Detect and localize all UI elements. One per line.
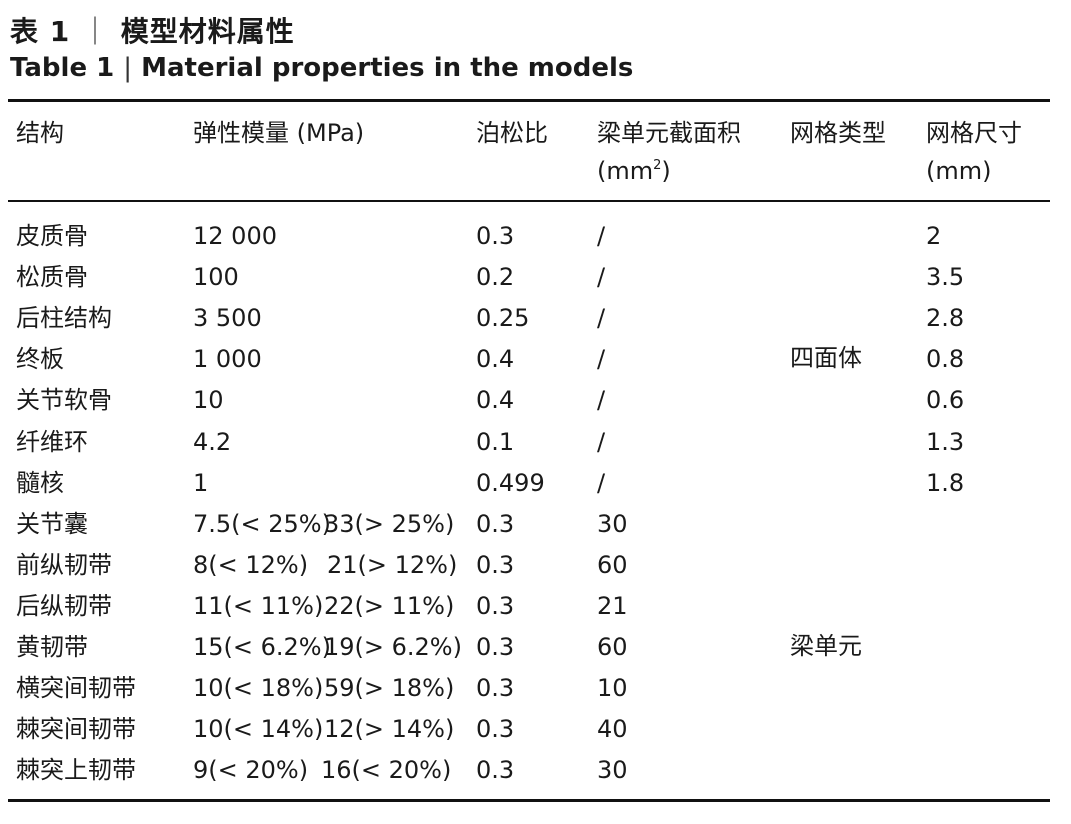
cell-modulus-high: 33(> 25%)	[324, 510, 455, 538]
cell-mesh-size: 3.5	[926, 263, 965, 291]
cell-poisson: 0.3	[476, 551, 515, 579]
cell-modulus: 12 000	[193, 222, 277, 250]
title-separator: |	[123, 53, 133, 83]
cell-mesh-size: 0.6	[926, 386, 965, 414]
header-structure: 结构	[16, 119, 64, 147]
table-top-rule	[8, 99, 1050, 102]
cell-poisson: 0.4	[476, 386, 515, 414]
cell-poisson: 0.25	[476, 304, 530, 332]
header-modulus: 弹性模量 (MPa)	[193, 119, 365, 147]
cell-mesh-size: 0.8	[926, 345, 965, 373]
cell-modulus-high: 12(> 14%)	[324, 715, 455, 743]
cell-structure: 松质骨	[16, 263, 88, 291]
cell-beam-area: 60	[597, 633, 628, 661]
cell-poisson: 0.3	[476, 756, 515, 784]
mesh-type-beam: 梁单元	[790, 632, 862, 660]
cell-modulus: 1	[193, 469, 209, 497]
cell-poisson: 0.2	[476, 263, 515, 291]
cell-modulus: 8(< 12%)	[193, 551, 309, 579]
header-mesh-size-label: 网格尺寸	[926, 119, 1022, 147]
cell-modulus-high: 22(> 11%)	[324, 592, 455, 620]
header-poisson: 泊松比	[476, 119, 548, 147]
cell-mesh-size: 1.3	[926, 428, 965, 456]
cell-structure: 横突间韧带	[16, 674, 136, 702]
cell-beam-area: /	[597, 428, 606, 456]
header-mesh-size-unit: (mm)	[926, 157, 992, 185]
cell-modulus-high: 21(> 12%)	[327, 551, 458, 579]
cell-beam-area: /	[597, 469, 606, 497]
cell-modulus: 3 500	[193, 304, 262, 332]
cell-structure: 前纵韧带	[16, 551, 112, 579]
table-title-cn: 表 1 ｜ 模型材料属性	[10, 10, 295, 50]
cell-beam-area: 60	[597, 551, 628, 579]
table-bottom-rule	[8, 799, 1050, 802]
cell-beam-area: /	[597, 263, 606, 291]
cell-modulus: 15(< 6.2%)	[193, 633, 331, 661]
cell-beam-area: 40	[597, 715, 628, 743]
header-beam-area-label: 梁单元截面积	[597, 119, 741, 147]
header-beam-area: 梁单元截面积 (mm2)	[597, 114, 741, 190]
cell-modulus: 4.2	[193, 428, 232, 456]
table-number-en: Table 1	[10, 53, 115, 83]
cell-structure: 关节软骨	[16, 386, 112, 414]
cell-modulus: 7.5(< 25%)	[193, 510, 331, 538]
table-caption-en: Material properties in the models	[141, 53, 634, 83]
cell-modulus-high: 59(> 18%)	[324, 674, 455, 702]
title-separator: ｜	[80, 15, 110, 48]
cell-modulus: 11(< 11%)	[193, 592, 324, 620]
cell-modulus: 10(< 18%)	[193, 674, 324, 702]
table-header-rule	[8, 200, 1050, 202]
cell-structure: 终板	[16, 345, 64, 373]
cell-structure: 黄韧带	[16, 633, 88, 661]
cell-structure: 纤维环	[16, 428, 88, 456]
cell-mesh-size: 2.8	[926, 304, 965, 332]
cell-beam-area: 21	[597, 592, 628, 620]
table-title-en: Table 1 | Material properties in the mod…	[10, 53, 633, 83]
cell-poisson: 0.3	[476, 592, 515, 620]
cell-modulus: 10	[193, 386, 224, 414]
cell-mesh-size: 2	[926, 222, 942, 250]
cell-structure: 髓核	[16, 469, 64, 497]
cell-poisson: 0.4	[476, 345, 515, 373]
cell-poisson: 0.3	[476, 222, 515, 250]
cell-structure: 后柱结构	[16, 304, 112, 332]
header-beam-area-unit: (mm2)	[597, 157, 671, 185]
cell-beam-area: /	[597, 345, 606, 373]
cell-mesh-size: 1.8	[926, 469, 965, 497]
header-mesh-size: 网格尺寸 (mm)	[926, 114, 1022, 190]
cell-poisson: 0.499	[476, 469, 545, 497]
cell-structure: 皮质骨	[16, 222, 88, 250]
cell-modulus: 1 000	[193, 345, 262, 373]
cell-beam-area: /	[597, 304, 606, 332]
cell-poisson: 0.3	[476, 715, 515, 743]
cell-beam-area: 10	[597, 674, 628, 702]
cell-beam-area: 30	[597, 510, 628, 538]
cell-modulus-high: 19(> 6.2%)	[324, 633, 462, 661]
cell-beam-area: /	[597, 222, 606, 250]
cell-beam-area: /	[597, 386, 606, 414]
cell-poisson: 0.3	[476, 510, 515, 538]
cell-modulus: 9(< 20%)	[193, 756, 309, 784]
table-caption-cn: 模型材料属性	[120, 15, 295, 48]
cell-structure: 棘突间韧带	[16, 715, 136, 743]
cell-poisson: 0.1	[476, 428, 515, 456]
cell-beam-area: 30	[597, 756, 628, 784]
cell-structure: 棘突上韧带	[16, 756, 136, 784]
cell-modulus: 10(< 14%)	[193, 715, 324, 743]
cell-structure: 关节囊	[16, 510, 88, 538]
mesh-type-solid: 四面体	[790, 344, 862, 372]
header-mesh-type: 网格类型	[790, 119, 886, 147]
table-number-cn: 表 1	[10, 15, 71, 48]
cell-modulus: 100	[193, 263, 239, 291]
cell-poisson: 0.3	[476, 633, 515, 661]
cell-poisson: 0.3	[476, 674, 515, 702]
cell-modulus-high: 16(< 20%)	[321, 756, 452, 784]
cell-structure: 后纵韧带	[16, 592, 112, 620]
